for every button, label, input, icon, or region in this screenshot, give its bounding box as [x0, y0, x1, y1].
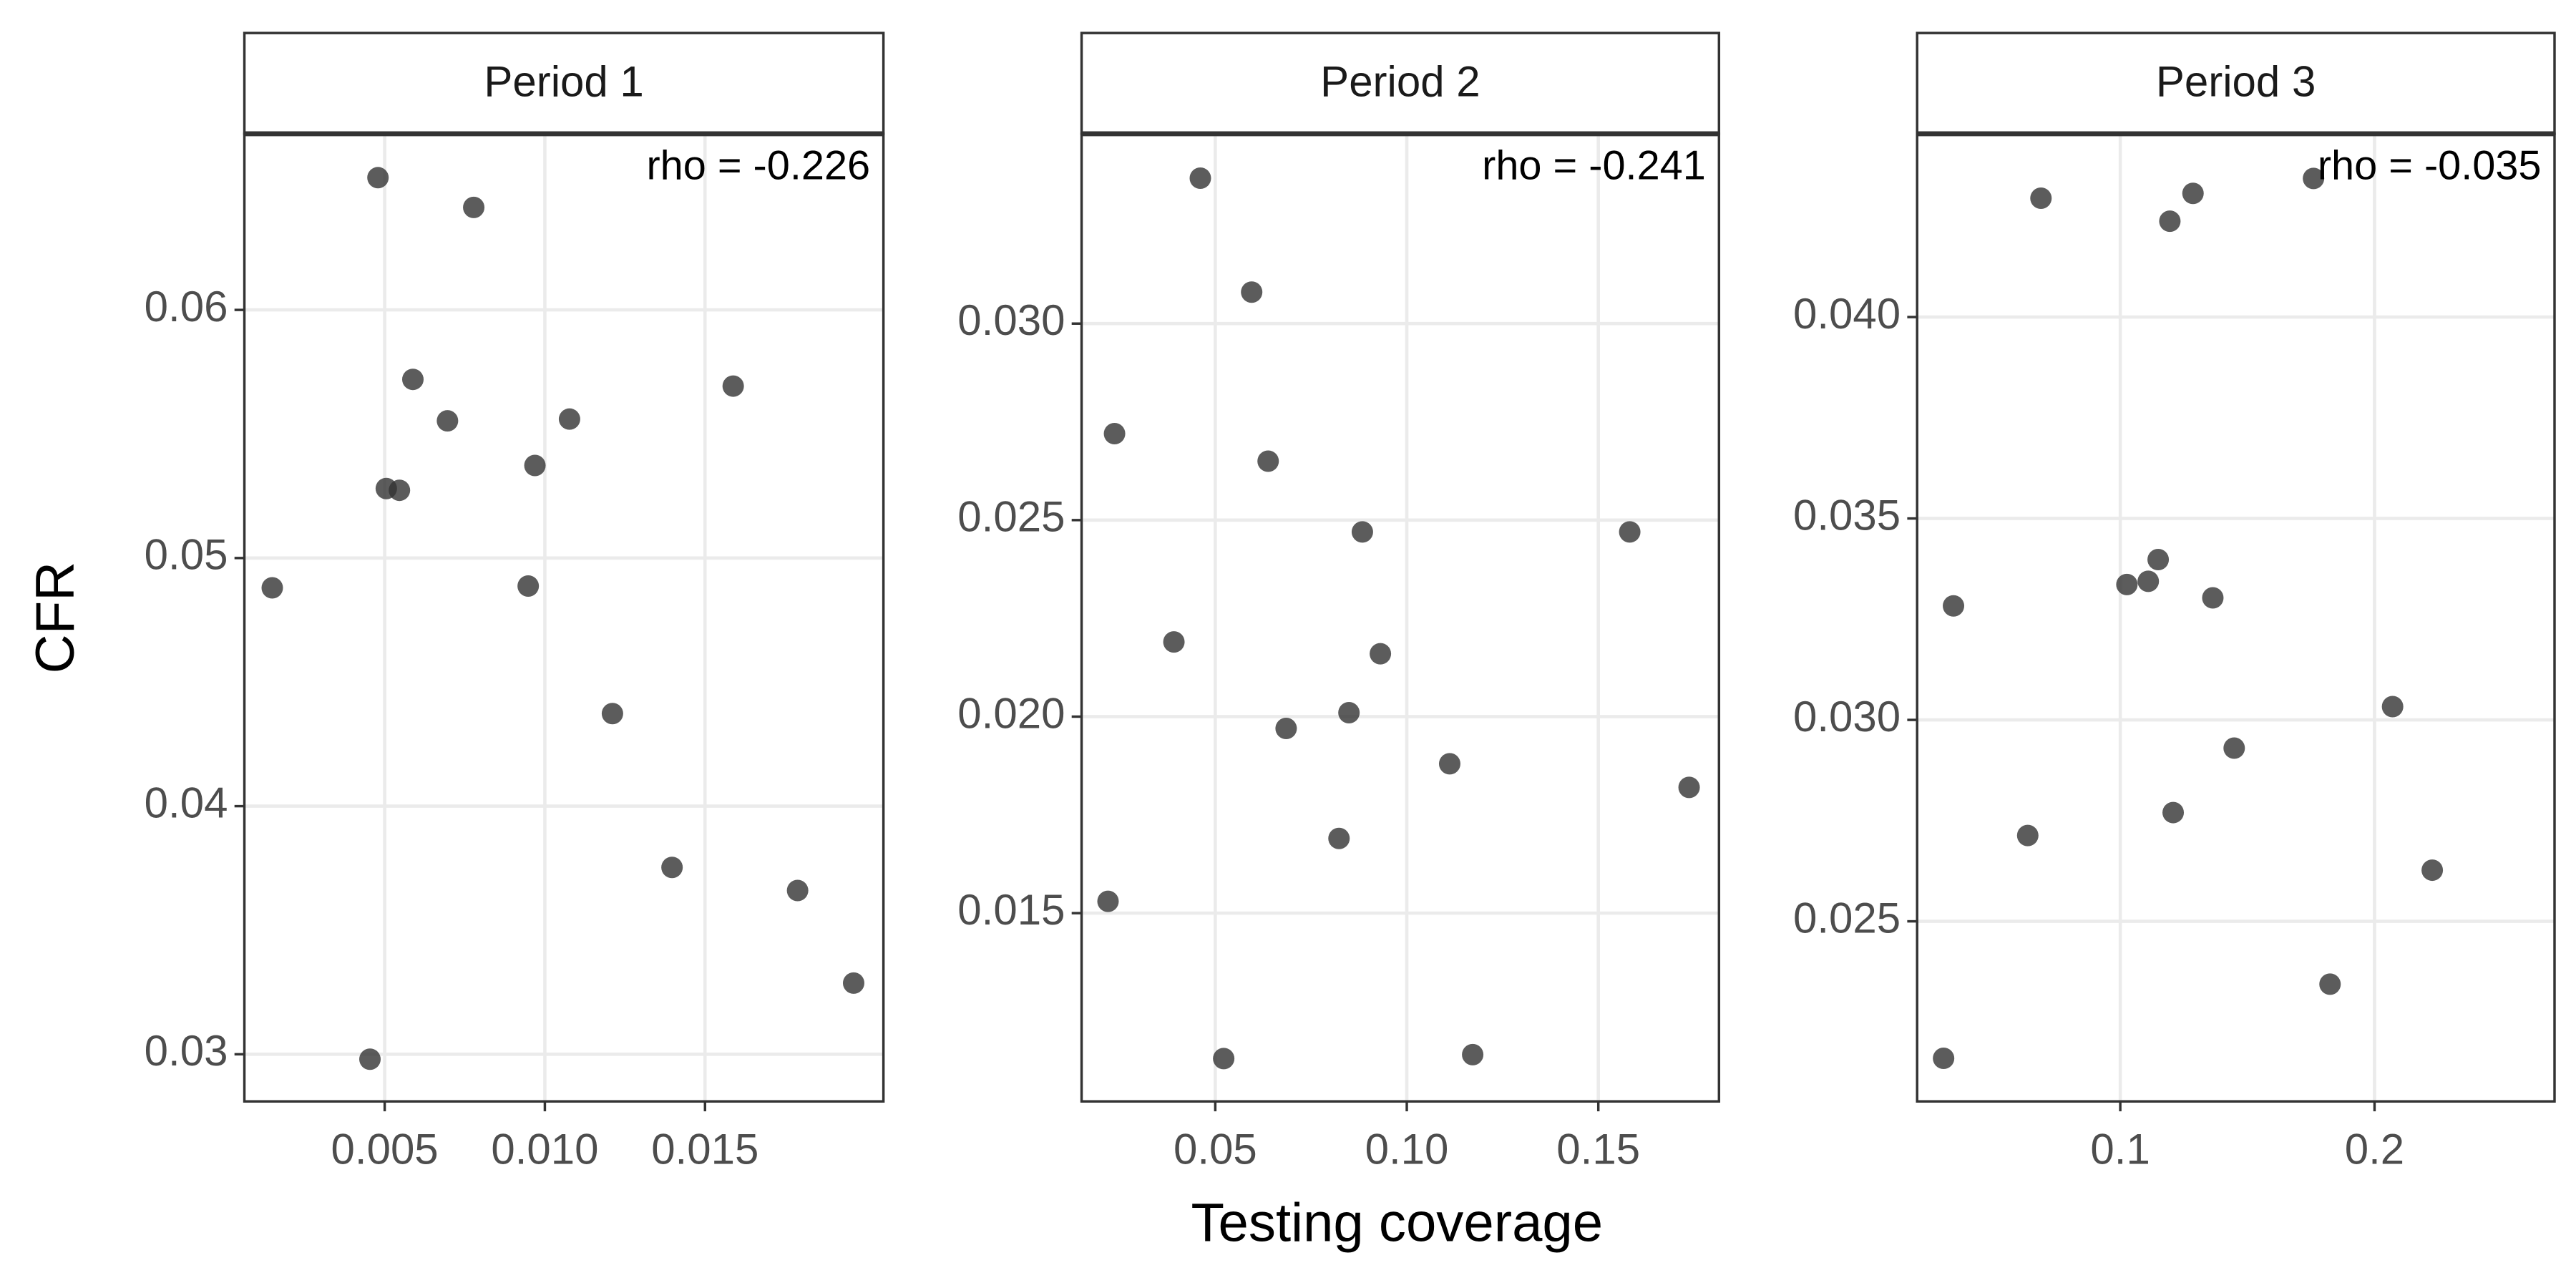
- panel-background: [244, 133, 884, 1102]
- point: [2147, 549, 2170, 571]
- x-tick-label: 0.10: [1365, 1126, 1449, 1174]
- panel-background: [1917, 133, 2555, 1102]
- point: [463, 196, 485, 218]
- strip: [1080, 31, 1721, 135]
- point: [2202, 587, 2224, 609]
- point: [2137, 570, 2160, 592]
- point: [517, 575, 540, 597]
- point: [558, 408, 580, 430]
- strip-title: Period 2: [1320, 58, 1480, 106]
- x-tick-label: 0.15: [1556, 1126, 1640, 1174]
- point: [2421, 859, 2444, 882]
- x-tick-label: 0.010: [491, 1126, 598, 1174]
- point: [722, 375, 744, 397]
- annotation: rho = -0.241: [1482, 143, 1706, 189]
- point: [1163, 631, 1185, 653]
- strip-title: Period 3: [2156, 58, 2316, 106]
- point: [2319, 973, 2341, 995]
- strip-title: Period 1: [484, 58, 643, 106]
- y-tick-label: 0.05: [145, 531, 228, 579]
- point: [1275, 717, 1297, 739]
- panel-background: [1081, 133, 1719, 1102]
- point: [2159, 210, 2181, 233]
- y-tick-label: 0.04: [145, 779, 228, 826]
- point: [2030, 187, 2052, 210]
- x-tick-label: 0.05: [1174, 1126, 1257, 1174]
- y-tick-label: 0.040: [1793, 290, 1901, 338]
- y-axis-title: CFR: [25, 562, 86, 673]
- point: [842, 972, 864, 994]
- y-tick-label: 0.030: [957, 296, 1065, 344]
- strip: [1916, 31, 2556, 135]
- point: [1328, 827, 1350, 849]
- y-tick-label: 0.020: [957, 689, 1065, 737]
- x-tick-label: 0.015: [651, 1126, 758, 1174]
- point: [1103, 423, 1126, 445]
- point: [1370, 643, 1392, 665]
- point: [436, 410, 459, 432]
- point: [1338, 702, 1360, 724]
- x-tick-label: 0.1: [2090, 1126, 2150, 1174]
- x-axis-title: Testing coverage: [1191, 1193, 1603, 1254]
- point: [661, 857, 683, 879]
- point: [2162, 801, 2185, 824]
- y-tick-label: 0.030: [1793, 693, 1901, 741]
- point: [1619, 521, 1641, 543]
- point: [389, 479, 411, 502]
- annotation: rho = -0.035: [2318, 143, 2542, 189]
- strip: [243, 31, 885, 135]
- point: [2016, 824, 2039, 847]
- annotation: rho = -0.226: [646, 143, 870, 189]
- point: [1678, 776, 1700, 799]
- point: [2381, 696, 2404, 718]
- point: [1213, 1048, 1235, 1070]
- point: [1933, 1047, 1955, 1069]
- y-tick-label: 0.06: [145, 283, 228, 331]
- point: [359, 1048, 381, 1070]
- point: [402, 369, 424, 391]
- point: [601, 703, 623, 725]
- y-tick-label: 0.03: [145, 1027, 228, 1075]
- point: [1241, 281, 1263, 303]
- point: [1351, 521, 1373, 543]
- y-tick-label: 0.025: [957, 493, 1065, 541]
- point: [1097, 890, 1119, 912]
- point: [2223, 737, 2245, 759]
- x-tick-label: 0.2: [2345, 1126, 2404, 1174]
- point: [1438, 753, 1460, 775]
- x-tick-label: 0.005: [331, 1126, 439, 1174]
- point: [1257, 450, 1279, 472]
- point: [2182, 182, 2204, 205]
- point: [2303, 167, 2325, 190]
- point: [1943, 595, 1965, 617]
- point: [261, 577, 283, 599]
- point: [1462, 1043, 1484, 1065]
- y-tick-label: 0.015: [957, 886, 1065, 934]
- point: [1189, 167, 1211, 189]
- point: [524, 454, 546, 477]
- y-tick-label: 0.025: [1793, 894, 1901, 942]
- point: [2116, 573, 2138, 595]
- y-tick-label: 0.035: [1793, 491, 1901, 539]
- point: [786, 879, 809, 902]
- point: [367, 167, 389, 189]
